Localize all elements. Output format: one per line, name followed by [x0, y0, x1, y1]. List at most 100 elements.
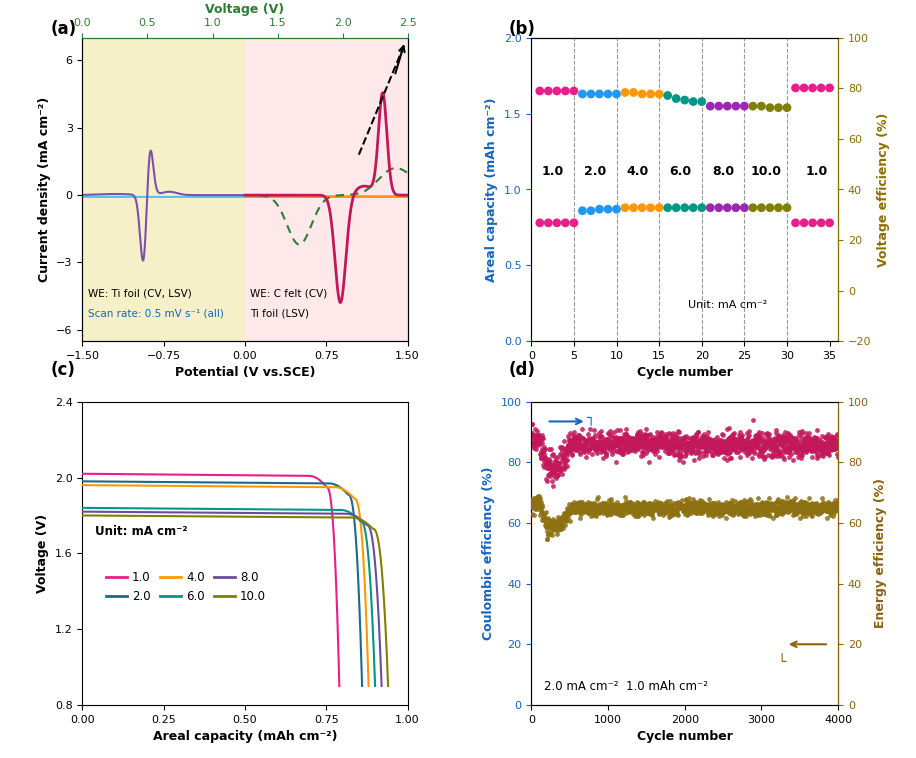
Point — [628, 437, 643, 449]
Point — [616, 505, 630, 517]
Point — [628, 508, 643, 520]
Point — [813, 217, 828, 229]
Point — [740, 507, 755, 519]
Text: Unit: mA cm⁻²: Unit: mA cm⁻² — [95, 525, 188, 538]
Point — [641, 439, 656, 451]
Point — [598, 442, 613, 454]
Point — [591, 501, 605, 513]
Point — [766, 497, 780, 509]
Point — [595, 498, 610, 510]
Point — [662, 503, 677, 515]
Point — [627, 510, 642, 522]
Point — [756, 441, 770, 453]
Point — [798, 496, 812, 509]
Point — [724, 501, 738, 513]
Point — [651, 504, 666, 516]
Point — [670, 440, 684, 452]
Point — [559, 442, 573, 454]
Point — [711, 448, 725, 460]
Point — [798, 506, 812, 518]
Point — [579, 497, 594, 509]
Point — [702, 500, 716, 512]
Point — [764, 502, 779, 514]
Point — [567, 85, 582, 97]
Point — [652, 440, 667, 453]
Point — [572, 439, 587, 451]
Point — [649, 433, 664, 445]
Point — [743, 441, 758, 453]
Point — [541, 469, 556, 481]
Point — [770, 503, 785, 515]
Point — [729, 440, 744, 452]
Point — [760, 437, 775, 449]
Point — [610, 434, 625, 446]
Point — [575, 205, 590, 217]
Point — [736, 442, 750, 454]
Point — [769, 440, 783, 453]
Point — [770, 448, 785, 460]
Point — [803, 435, 818, 447]
Point — [759, 503, 774, 515]
Point — [619, 499, 634, 511]
Point — [588, 509, 603, 521]
Point — [582, 503, 596, 515]
Point — [708, 505, 723, 517]
Point — [548, 523, 562, 535]
Point — [681, 443, 695, 455]
Point — [657, 440, 671, 453]
Point — [549, 457, 563, 469]
Point — [610, 504, 625, 516]
Point — [787, 436, 802, 448]
Point — [596, 507, 611, 519]
Point — [780, 434, 794, 446]
Point — [642, 428, 657, 440]
Point — [767, 449, 781, 461]
Point — [797, 438, 812, 450]
Point — [540, 528, 555, 540]
Point — [730, 440, 745, 453]
Point — [810, 502, 824, 514]
Point — [563, 505, 578, 517]
Point — [533, 500, 548, 512]
Point — [650, 504, 665, 516]
Point — [817, 504, 832, 516]
Point — [686, 434, 701, 446]
Point — [719, 442, 734, 454]
Point — [758, 437, 773, 449]
Point — [801, 505, 815, 517]
Point — [769, 509, 783, 522]
Point — [544, 463, 559, 475]
Point — [679, 498, 693, 510]
Text: Unit: mA cm⁻²: Unit: mA cm⁻² — [688, 299, 767, 310]
Point — [525, 508, 540, 520]
Point — [783, 431, 798, 443]
Point — [698, 441, 713, 453]
Point — [802, 434, 817, 446]
Point — [592, 203, 606, 215]
Point — [571, 503, 585, 515]
Point — [730, 500, 745, 512]
Point — [713, 498, 727, 510]
Point — [780, 506, 795, 518]
Point — [801, 440, 815, 453]
Point — [716, 499, 731, 511]
Point — [658, 445, 672, 457]
Point — [569, 431, 583, 443]
Point — [755, 499, 769, 511]
Point — [586, 437, 601, 449]
Point — [707, 443, 722, 456]
Point — [626, 501, 640, 513]
Point — [661, 503, 676, 515]
Point — [709, 446, 724, 458]
Point — [741, 506, 756, 518]
Point — [761, 449, 776, 462]
Point — [548, 518, 562, 530]
Point — [566, 442, 581, 454]
Point — [716, 446, 731, 459]
Point — [577, 500, 592, 512]
Point — [816, 496, 831, 508]
Point — [819, 446, 834, 459]
Point — [665, 509, 680, 521]
Point — [562, 504, 576, 516]
Point — [601, 436, 616, 448]
